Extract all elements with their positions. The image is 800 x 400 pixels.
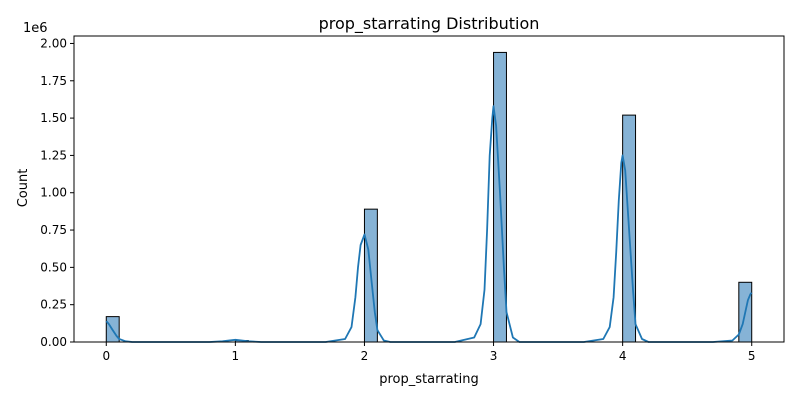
x-tick-label: 0 bbox=[102, 349, 110, 363]
plot-frame bbox=[73, 35, 785, 343]
x-tick-label: 2 bbox=[361, 349, 369, 363]
y-tick-label: 2.00 bbox=[40, 36, 67, 50]
y-axis-label: Count bbox=[16, 169, 31, 208]
y-tick-label: 0.75 bbox=[40, 223, 67, 237]
y-tick-label: 1.00 bbox=[40, 186, 67, 200]
y-offset-label: 1e6 bbox=[23, 21, 48, 36]
y-tick-label: 1.50 bbox=[40, 111, 67, 125]
chart-title: prop_starrating Distribution bbox=[319, 14, 540, 34]
kde-group bbox=[105, 105, 753, 343]
kde-line bbox=[105, 105, 753, 343]
x-tick-label: 4 bbox=[619, 349, 627, 363]
x-tick-label: 3 bbox=[490, 349, 498, 363]
y-tick-label: 0.25 bbox=[40, 298, 67, 312]
y-tick-label: 1.75 bbox=[40, 74, 67, 88]
y-tick-label: 0.50 bbox=[40, 260, 67, 274]
x-tick-label: 5 bbox=[748, 349, 756, 363]
x-axis-label: prop_starrating bbox=[379, 372, 478, 387]
y-tick-label: 1.25 bbox=[40, 148, 67, 162]
x-tick-label: 1 bbox=[232, 349, 240, 363]
ticks-group: 0 1 2 3 4 5 0.00 0.25 0.50 0.75 1.00 1.25 1.50 1.75 2.… bbox=[40, 36, 755, 363]
bars-group bbox=[105, 51, 753, 343]
y-tick-label: 0.00 bbox=[40, 335, 67, 349]
